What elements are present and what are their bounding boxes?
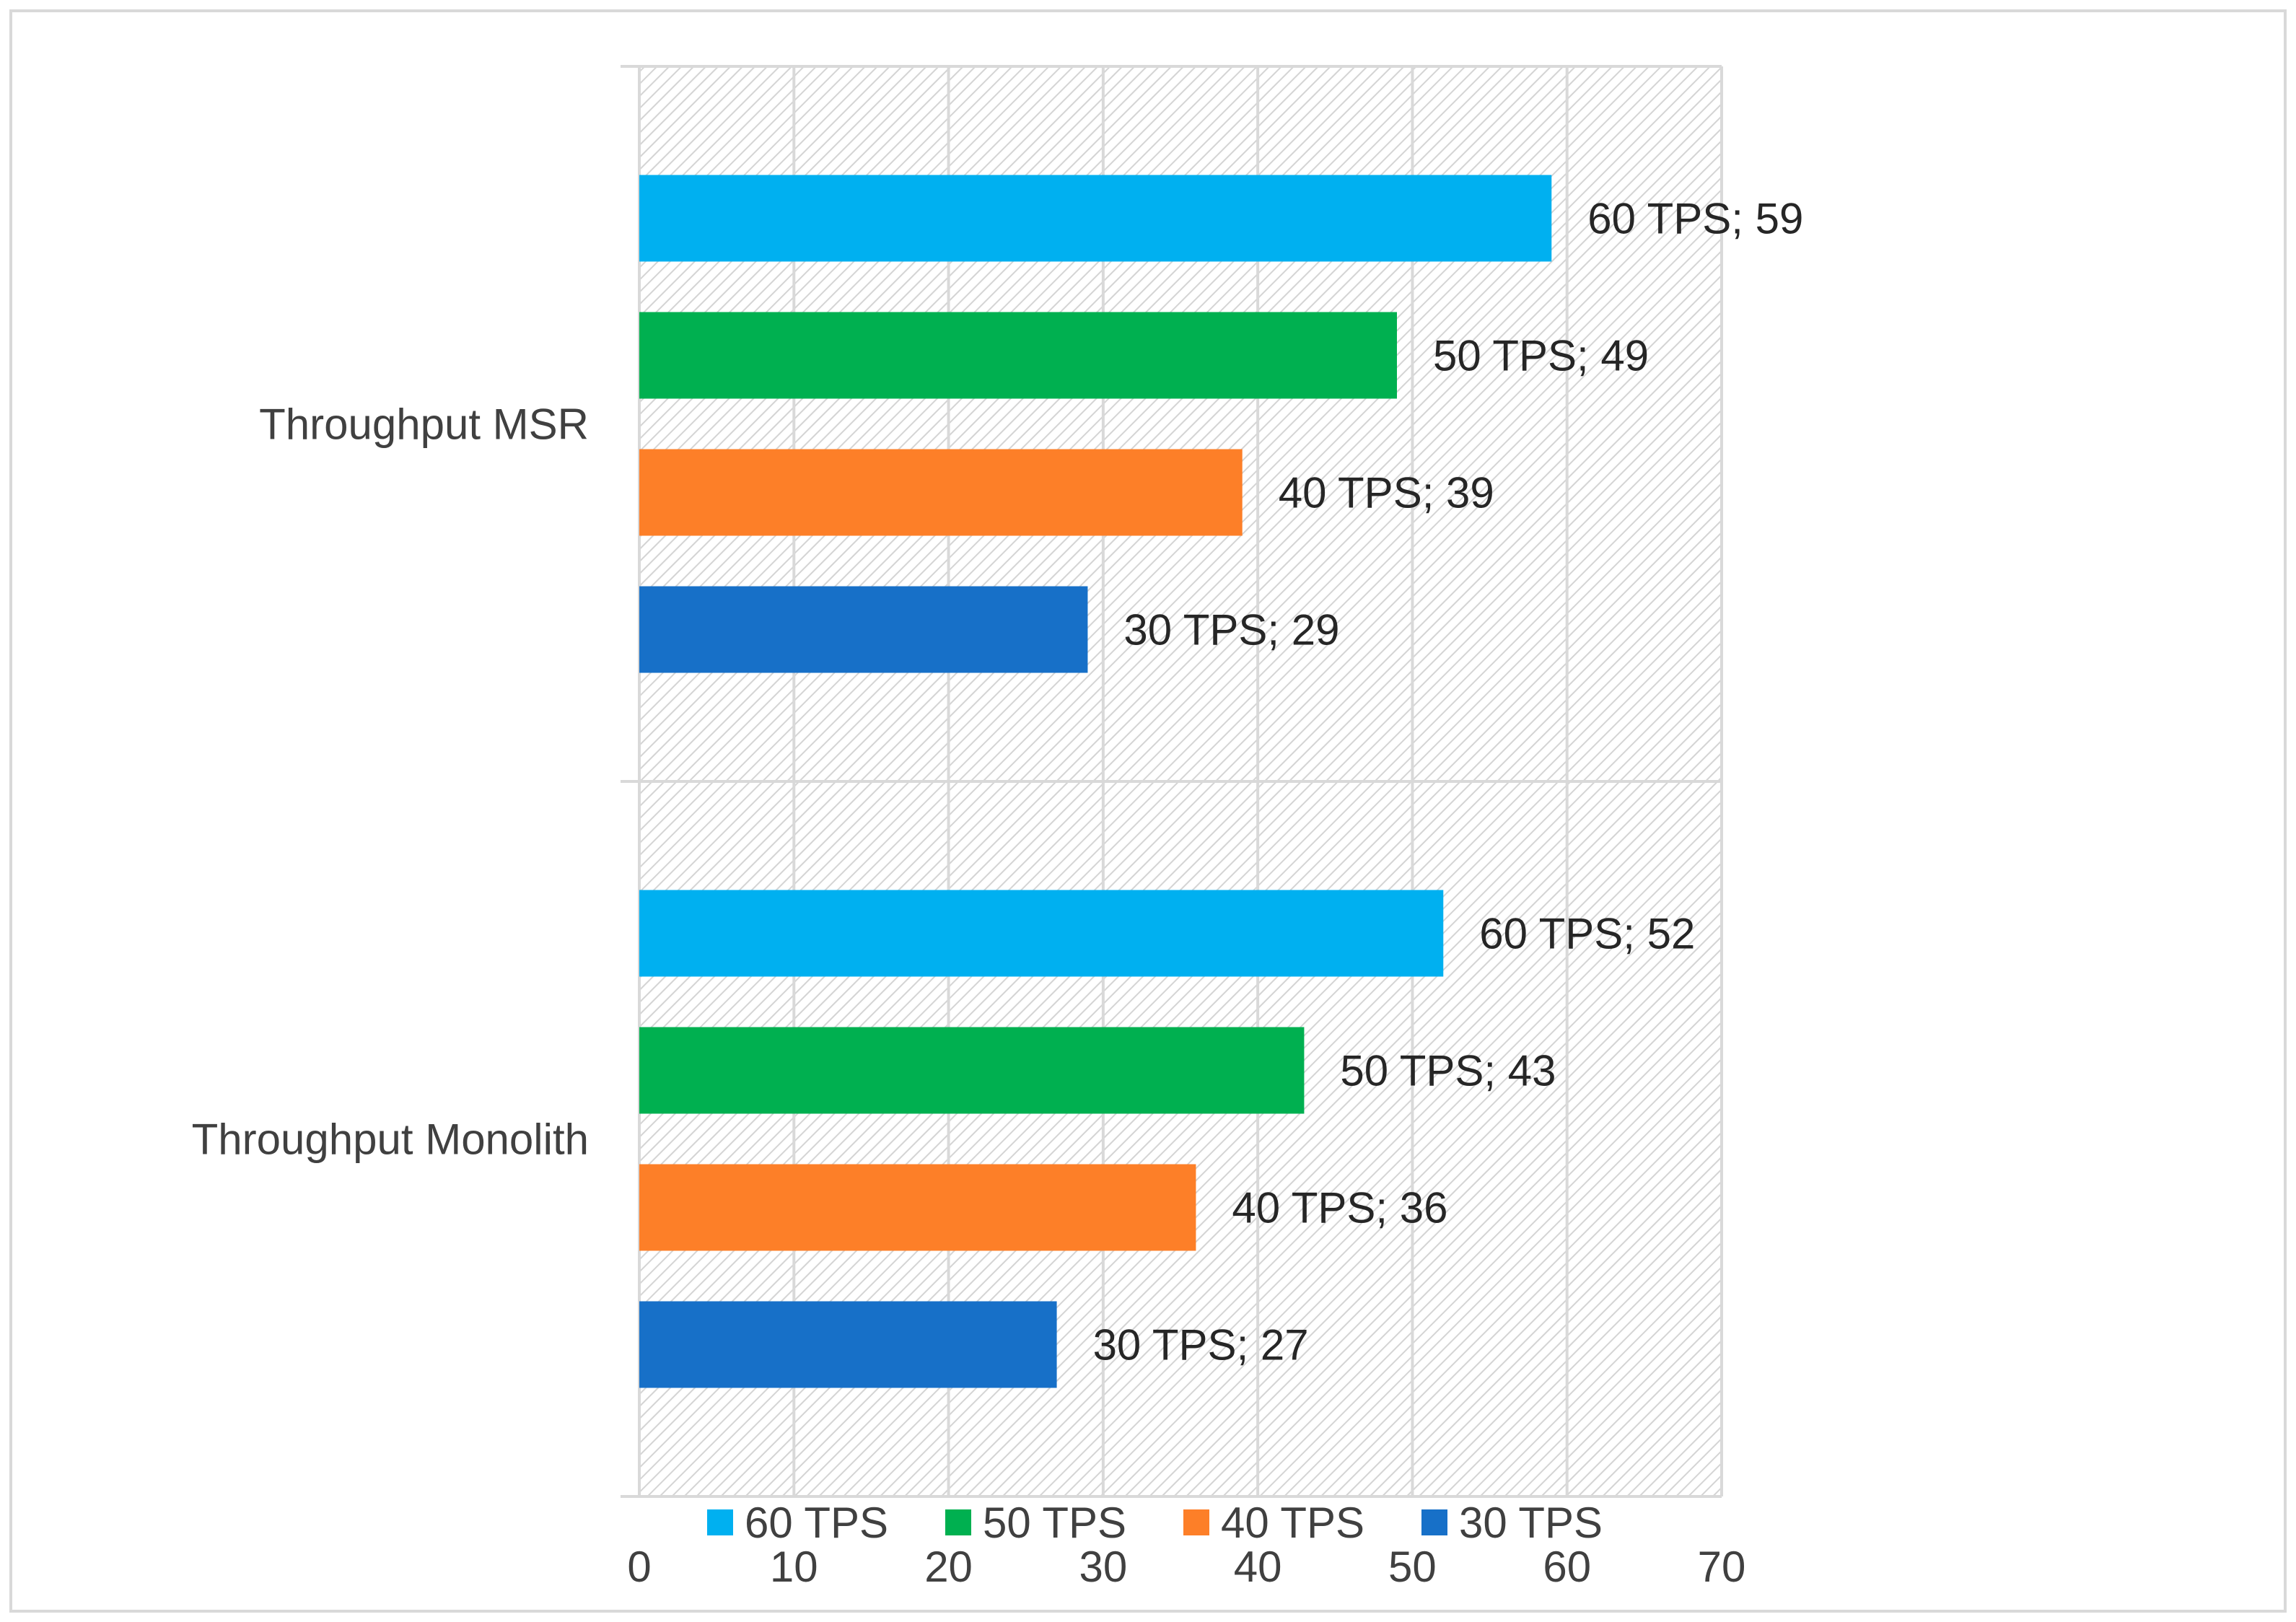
x-tick-label: 70 <box>1698 1543 1746 1591</box>
bar <box>639 1164 1196 1251</box>
category-label: Throughput MSR <box>259 400 589 449</box>
legend-label: 60 TPS <box>745 1499 888 1547</box>
x-tick-label: 20 <box>924 1543 973 1591</box>
x-tick-label: 50 <box>1388 1543 1437 1591</box>
bar <box>639 312 1397 399</box>
data-label: 60 TPS; 59 <box>1587 195 1803 243</box>
data-label: 50 TPS; 49 <box>1433 332 1649 380</box>
bar <box>639 1027 1305 1114</box>
x-tick-label: 0 <box>627 1543 651 1591</box>
bar <box>639 449 1243 536</box>
x-tick-label: 60 <box>1543 1543 1591 1591</box>
legend-label: 50 TPS <box>983 1499 1126 1547</box>
bar <box>639 586 1088 673</box>
axes <box>621 65 1722 1498</box>
legend: 60 TPS 50 TPS 40 TPS 30 TPS <box>707 1499 1603 1547</box>
data-label: 50 TPS; 43 <box>1340 1047 1556 1095</box>
legend-label: 30 TPS <box>1459 1499 1603 1547</box>
data-label: 30 TPS; 29 <box>1123 606 1339 654</box>
category-label: Throughput Monolith <box>192 1115 589 1164</box>
bar <box>639 1301 1057 1388</box>
x-tick-label: 10 <box>770 1543 818 1591</box>
data-label: 40 TPS; 36 <box>1232 1184 1447 1232</box>
data-labels: 30 TPS; 27 40 TPS; 36 50 TPS; 43 60 TPS; 52… <box>1093 195 1804 1369</box>
legend-swatch <box>945 1509 971 1535</box>
legend-label: 40 TPS <box>1221 1499 1364 1547</box>
x-tick-label: 40 <box>1234 1543 1282 1591</box>
legend-swatch <box>707 1509 733 1535</box>
data-label: 40 TPS; 39 <box>1279 469 1494 517</box>
bar <box>639 175 1552 262</box>
x-tick-label: 30 <box>1079 1543 1127 1591</box>
bar <box>639 890 1444 977</box>
legend-swatch <box>1183 1509 1209 1535</box>
legend-swatch <box>1421 1509 1447 1535</box>
data-label: 30 TPS; 27 <box>1093 1321 1309 1369</box>
data-label: 60 TPS; 52 <box>1479 910 1695 958</box>
bars <box>639 175 1552 1388</box>
x-tick-labels: 0 10 20 30 40 50 60 70 <box>627 1543 1745 1591</box>
category-labels: Throughput Monolith Throughput MSR <box>192 400 589 1164</box>
